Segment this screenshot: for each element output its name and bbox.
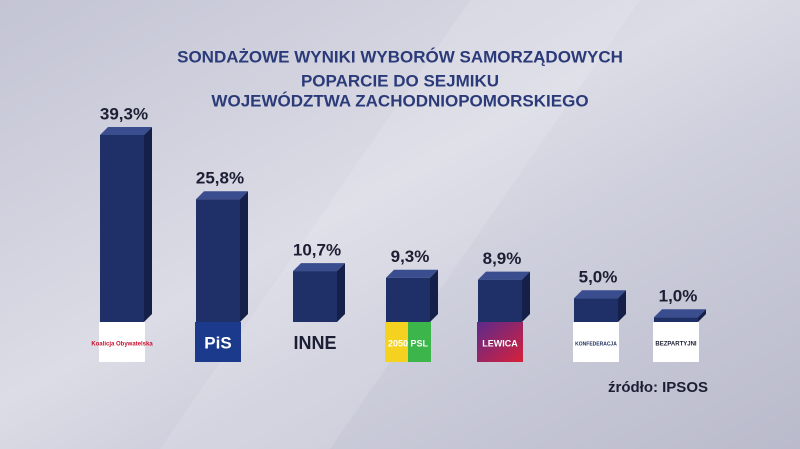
bar	[293, 271, 337, 322]
bar	[100, 135, 144, 322]
bar-top	[386, 269, 438, 278]
logo-half	[408, 322, 431, 362]
bar-side	[698, 309, 706, 322]
logo-box	[477, 322, 523, 362]
light-streak	[160, 0, 640, 449]
bar-side	[337, 263, 345, 322]
category-label: 2050 PSL	[388, 338, 429, 348]
logo-box	[653, 322, 699, 362]
bar-top	[100, 127, 152, 135]
value-label: 5,0%	[579, 268, 618, 287]
category-label: BEZPARTYJNI	[655, 342, 697, 348]
value-label: 25,8%	[196, 169, 244, 188]
bar-side	[430, 269, 438, 322]
chart-title: SONDAŻOWE WYNIKI WYBORÓW SAMORZĄDOWYCH	[177, 47, 623, 66]
value-label: 8,9%	[483, 249, 522, 268]
bar-top	[654, 309, 706, 318]
bar	[196, 199, 240, 322]
logo-box	[99, 322, 145, 362]
category-label: Koalicja Obywatelska	[91, 342, 153, 348]
bar-top	[293, 263, 345, 272]
logo-box	[573, 322, 619, 362]
category-label: INNE	[293, 333, 336, 353]
category-label: LEWICA	[482, 338, 518, 348]
value-label: 9,3%	[391, 247, 430, 266]
bar	[654, 317, 698, 322]
logo-box	[195, 322, 241, 362]
bar-top	[478, 271, 530, 280]
value-label: 1,0%	[659, 287, 698, 306]
bar-side	[618, 290, 626, 322]
value-label: 39,3%	[100, 104, 148, 123]
bar-side	[144, 127, 152, 322]
chart-subtitle: POPARCIE DO SEJMIKU	[301, 71, 499, 90]
bar-top	[574, 290, 626, 299]
bar-side	[240, 191, 248, 322]
chart-subtitle: WOJEWÓDZTWA ZACHODNIOPOMORSKIEGO	[211, 91, 588, 110]
category-label: KONFEDERACJA	[575, 341, 617, 347]
bar	[386, 277, 430, 322]
category-label: PiS	[204, 333, 231, 352]
bar-top	[196, 191, 248, 200]
bar	[574, 298, 618, 322]
bar	[478, 279, 522, 322]
bar-side	[522, 271, 530, 322]
source: źródło: IPSOS	[608, 379, 708, 396]
value-label: 10,7%	[293, 241, 341, 260]
